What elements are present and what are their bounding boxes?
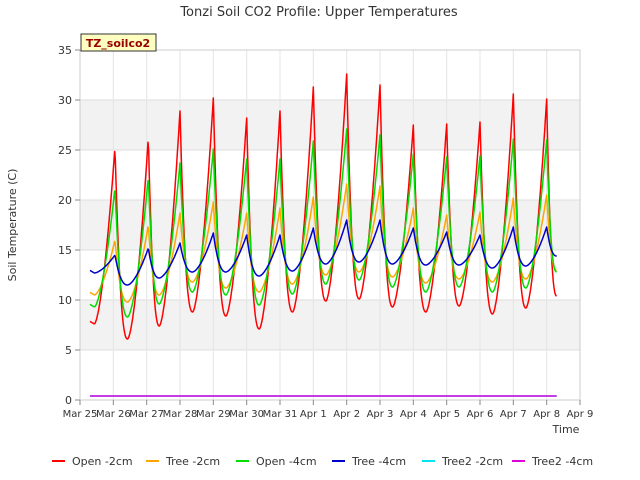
x-tick-label: Mar 29 — [196, 409, 231, 420]
legend-item-2[interactable]: Open -4cm — [236, 455, 317, 468]
plot-band — [80, 200, 580, 250]
y-tick-label: 10 — [58, 294, 72, 307]
x-tick-label: Apr 1 — [300, 409, 327, 420]
series-line-1 — [89, 183, 557, 303]
legend-label: Tree -2cm — [165, 455, 220, 468]
x-tick-label: Mar 30 — [229, 409, 264, 420]
y-tick-label: 35 — [58, 44, 72, 57]
legend-label: Open -2cm — [72, 455, 133, 468]
chart-title: Tonzi Soil CO2 Profile: Upper Temperatur… — [179, 5, 458, 20]
y-tick-label: 5 — [65, 344, 72, 357]
x-tick-label: Mar 28 — [163, 409, 198, 420]
x-tick-label: Apr 2 — [333, 409, 360, 420]
badge-label: TZ_soilco2 — [86, 37, 150, 50]
y-tick-label: 0 — [65, 394, 72, 407]
legend-item-4[interactable]: Tree2 -2cm — [422, 455, 503, 468]
y-tick-label: 30 — [58, 94, 72, 107]
x-tick-label: Apr 4 — [400, 409, 427, 420]
badge-box — [80, 33, 157, 52]
x-tick-label: Mar 31 — [263, 409, 298, 420]
x-axis-label: Time — [552, 423, 580, 436]
series-line-3 — [89, 219, 557, 286]
x-tick-label: Mar 27 — [129, 409, 164, 420]
x-tick-label: Apr 8 — [533, 409, 560, 420]
x-tick-label: Mar 25 — [63, 409, 98, 420]
legend-item-3[interactable]: Tree -4cm — [332, 455, 406, 468]
x-tick-label: Apr 6 — [467, 409, 494, 420]
y-tick-label: 20 — [58, 194, 72, 207]
legend-label: Tree2 -2cm — [441, 455, 503, 468]
legend-label: Tree2 -4cm — [531, 455, 593, 468]
y-axis-label: Soil Temperature (C) — [6, 169, 19, 282]
x-tick-label: Apr 5 — [433, 409, 460, 420]
plot-frame — [79, 49, 581, 401]
legend-label: Open -4cm — [256, 455, 317, 468]
badge: TZ_soilco2 — [80, 33, 157, 52]
y-tick-label: 15 — [58, 244, 72, 257]
legend-label: Tree -4cm — [351, 455, 406, 468]
y-tick-label: 25 — [58, 144, 72, 157]
plot-band — [80, 100, 580, 150]
x-tick-label: Mar 26 — [96, 409, 131, 420]
legend-item-5[interactable]: Tree2 -4cm — [512, 455, 593, 468]
x-tick-label: Apr 9 — [567, 409, 594, 420]
legend-item-1[interactable]: Tree -2cm — [146, 455, 220, 468]
x-tick-label: Apr 3 — [367, 409, 394, 420]
x-tick-label: Apr 7 — [500, 409, 527, 420]
legend-item-0[interactable]: Open -2cm — [52, 455, 133, 468]
